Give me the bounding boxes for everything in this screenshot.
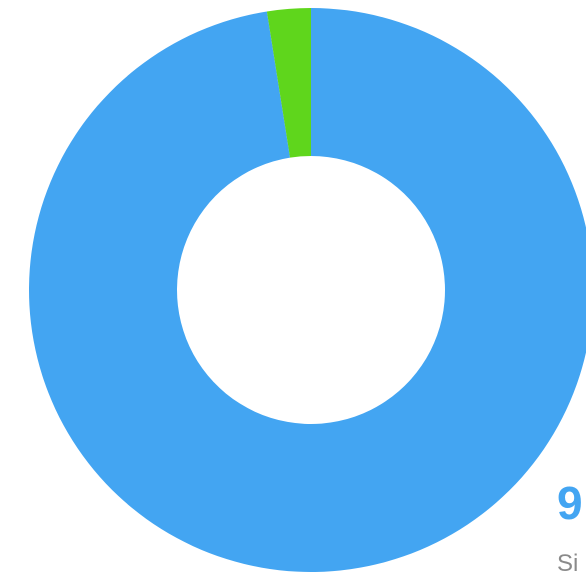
donut-slice-1 — [29, 8, 586, 572]
caption-label: Si — [557, 550, 579, 577]
big-value-label: 9 — [557, 477, 583, 529]
donut-slice-2 — [266, 8, 311, 158]
